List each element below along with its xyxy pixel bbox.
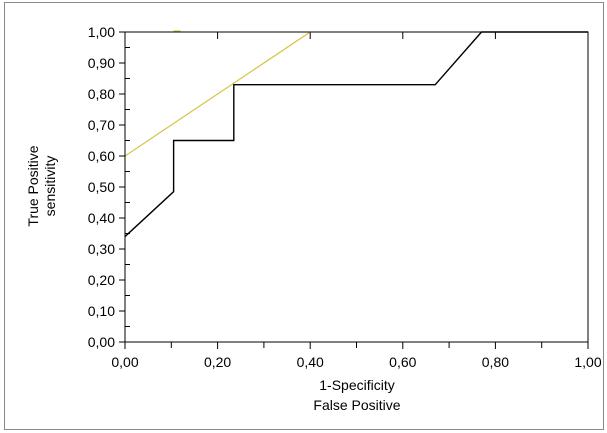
x-axis-title-line1: 1-Specificity [319, 377, 394, 393]
x-tick-label: 0,40 [297, 354, 324, 370]
y-tick-label: 0,70 [88, 117, 115, 133]
y-axis-title-line2: sensitivity [42, 156, 58, 217]
tick-labels: 0,00 0,20 0,40 0,60 0,80 1,00 0,00 0,10 0,20 0,30… [88, 24, 602, 370]
chart-frame [4, 2, 604, 430]
axis-ticks [119, 31, 589, 349]
x-tick-label: 1,00 [574, 354, 601, 370]
x-tick-label: 0,60 [389, 354, 416, 370]
x-tick-label: 0,00 [111, 354, 138, 370]
y-tick-label: 0,80 [88, 86, 115, 102]
y-tick-label: 0,40 [88, 210, 115, 226]
y-tick-label: 0,30 [88, 241, 115, 257]
y-tick-label: 0,10 [88, 303, 115, 319]
y-tick-label: 0,90 [88, 55, 115, 71]
y-axis-title-line1: True Positive [25, 145, 41, 226]
x-tick-label: 0,20 [204, 354, 231, 370]
reference-line [124, 31, 311, 157]
x-axis-title-line2: False Positive [313, 397, 400, 413]
series-layer [124, 30, 588, 238]
y-tick-label: 0,20 [88, 272, 115, 288]
roc-curve-line [124, 31, 588, 238]
y-tick-label: 0,50 [88, 179, 115, 195]
plot-area [124, 31, 589, 343]
y-tick-label: 1,00 [88, 24, 115, 40]
x-tick-label: 0,80 [482, 354, 509, 370]
y-tick-label: 0,00 [88, 334, 115, 350]
y-tick-label: 0,60 [88, 148, 115, 164]
